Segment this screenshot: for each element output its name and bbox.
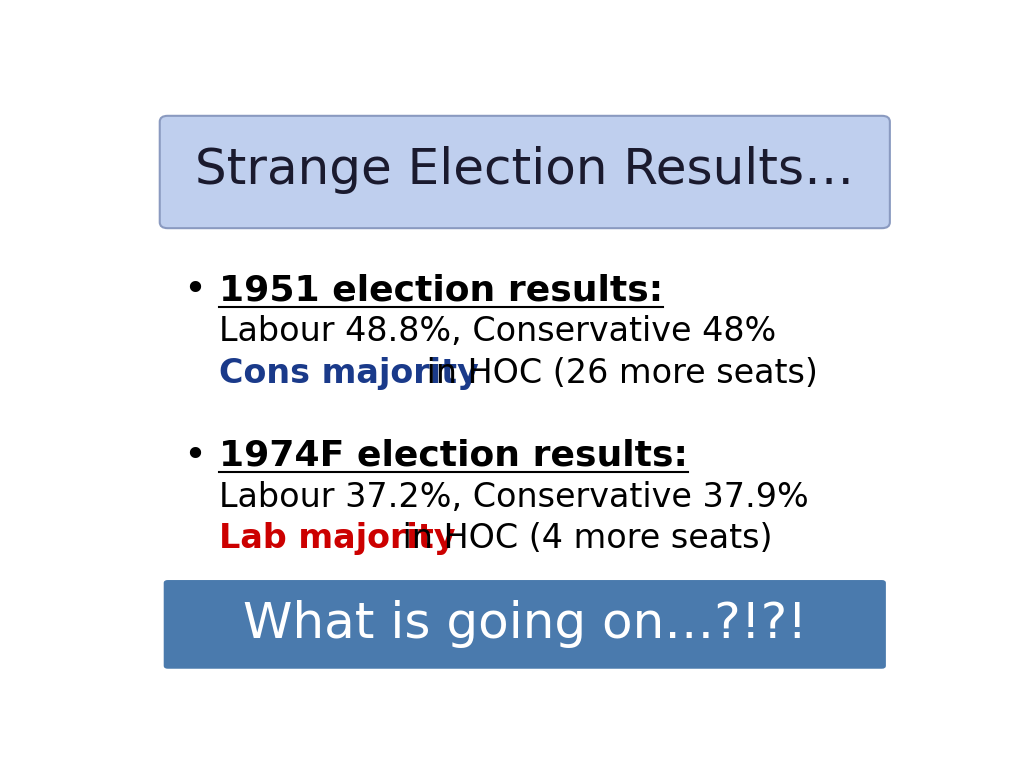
Text: in HOC (26 more seats): in HOC (26 more seats)	[416, 356, 818, 389]
FancyBboxPatch shape	[160, 116, 890, 228]
Text: Cons majority: Cons majority	[219, 356, 479, 389]
Text: Labour 48.8%, Conservative 48%: Labour 48.8%, Conservative 48%	[219, 315, 776, 348]
Text: 1974F election results:: 1974F election results:	[219, 439, 688, 473]
Text: •: •	[183, 437, 207, 475]
Text: 1974F election results:: 1974F election results:	[219, 439, 688, 473]
Text: 1951 election results:: 1951 election results:	[219, 273, 664, 307]
Text: Labour 37.2%, Conservative 37.9%: Labour 37.2%, Conservative 37.9%	[219, 481, 809, 514]
FancyBboxPatch shape	[164, 580, 886, 669]
Text: What is going on…?!?!: What is going on…?!?!	[243, 601, 807, 648]
Text: Lab majority: Lab majority	[219, 522, 456, 555]
Text: Strange Election Results…: Strange Election Results…	[196, 146, 854, 194]
Text: •: •	[183, 271, 207, 310]
Text: in HOC (4 more seats): in HOC (4 more seats)	[392, 522, 773, 555]
